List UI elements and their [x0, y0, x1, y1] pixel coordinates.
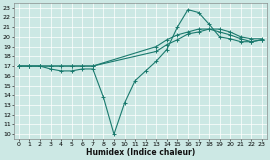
X-axis label: Humidex (Indice chaleur): Humidex (Indice chaleur)	[86, 148, 195, 157]
